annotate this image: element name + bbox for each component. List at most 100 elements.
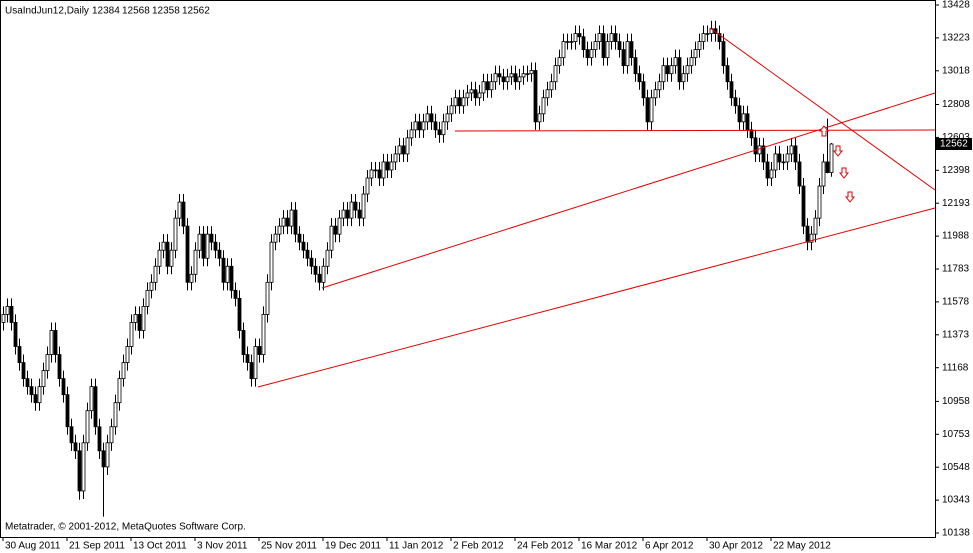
candle-body (481, 81, 486, 94)
y-tick-label: 12398 (942, 165, 970, 176)
plot-frame (0, 0, 936, 538)
candle-body (145, 289, 150, 307)
down-arrow (832, 145, 844, 157)
candle-body (469, 89, 474, 94)
candle-body (601, 33, 606, 59)
candle-body (625, 41, 630, 67)
candle-body (649, 97, 654, 123)
x-tick-label: 30 Apr 2012 (709, 541, 763, 552)
x-tick-label: 11 Jan 2012 (389, 541, 444, 552)
candle-body (213, 241, 218, 251)
candle-body (21, 362, 26, 380)
candle-body (737, 105, 742, 123)
candle-body (617, 41, 622, 51)
candle-body (277, 225, 282, 235)
candle-body (657, 81, 662, 91)
trend-line (454, 129, 936, 132)
candle-body (721, 41, 726, 67)
candle-body (265, 281, 270, 315)
candle-body (489, 81, 494, 91)
candle-body (313, 265, 318, 275)
candle-body (773, 153, 778, 171)
candle-body (405, 137, 410, 155)
candle-body (581, 36, 586, 51)
candle-body (777, 153, 782, 163)
header-value: 12562 (182, 6, 210, 17)
y-tick-label: 11373 (942, 329, 970, 340)
candle-body (765, 161, 770, 179)
candle-body (301, 241, 306, 251)
trend-line (709, 27, 936, 191)
candle-body (745, 113, 750, 131)
candle-body (233, 289, 238, 299)
candle-body (193, 249, 198, 275)
candle-body (781, 161, 786, 164)
up-arrow (818, 125, 830, 137)
candle-body (257, 346, 262, 355)
x-tick-label: 19 Dec 2011 (325, 541, 381, 552)
y-tick-label: 11168 (942, 362, 969, 373)
candle-body (89, 386, 94, 412)
candle-body (121, 362, 126, 380)
candle-body (513, 73, 518, 83)
candle-body (609, 33, 614, 42)
candle-body (705, 33, 710, 35)
candle-body (41, 370, 46, 388)
candle-body (177, 201, 182, 219)
candle-body (309, 257, 314, 267)
candle-body (69, 426, 74, 444)
candle-body (789, 145, 794, 155)
x-tick-label: 6 Apr 2012 (645, 541, 694, 552)
candle-body (533, 70, 538, 123)
candle-body (701, 33, 706, 42)
candle-body (97, 426, 102, 452)
trend-line (321, 92, 936, 289)
price-label-box (936, 137, 972, 150)
candle-body (633, 57, 638, 75)
candle-body (221, 257, 226, 283)
candle-body (381, 161, 386, 179)
candle-body (409, 129, 414, 139)
candle-body (653, 89, 658, 99)
down-arrow (844, 191, 856, 203)
candle-body (413, 121, 418, 131)
candle-body (201, 233, 206, 259)
candle-body (425, 113, 430, 123)
candle-body (369, 169, 374, 179)
candle-body (401, 145, 406, 155)
candle-body (85, 410, 90, 444)
candle-body (17, 346, 22, 363)
candle-body (157, 249, 162, 267)
candle-body (141, 305, 146, 331)
y-tick-label: 12193 (942, 198, 970, 209)
candle-body (761, 145, 766, 163)
candle-body (1, 314, 6, 323)
candle-body (225, 265, 230, 283)
candle-body (589, 49, 594, 59)
candle-body (317, 273, 322, 283)
candle-body (241, 330, 246, 355)
candle-body (325, 249, 330, 267)
candle-body (521, 73, 526, 78)
candle-body (473, 89, 478, 99)
candle-body (305, 249, 310, 259)
candle-body (669, 65, 674, 75)
candle-body (457, 97, 462, 107)
candle-body (217, 249, 222, 259)
y-tick-label: 10753 (942, 429, 970, 440)
candle-body (477, 92, 482, 99)
candle-body (169, 249, 174, 267)
y-tick-label: 12808 (942, 99, 970, 110)
candle-body (149, 281, 154, 291)
candle-body (449, 105, 454, 115)
candle-body (445, 113, 450, 123)
candle-body (597, 33, 602, 42)
candle-body (637, 73, 642, 83)
candle-body (665, 65, 670, 75)
header-values: 12384 12568 12358 12562 (92, 6, 210, 17)
candle-body (373, 169, 378, 172)
candle-body (329, 225, 334, 251)
candle-body (77, 450, 82, 492)
candle-body (797, 161, 802, 187)
